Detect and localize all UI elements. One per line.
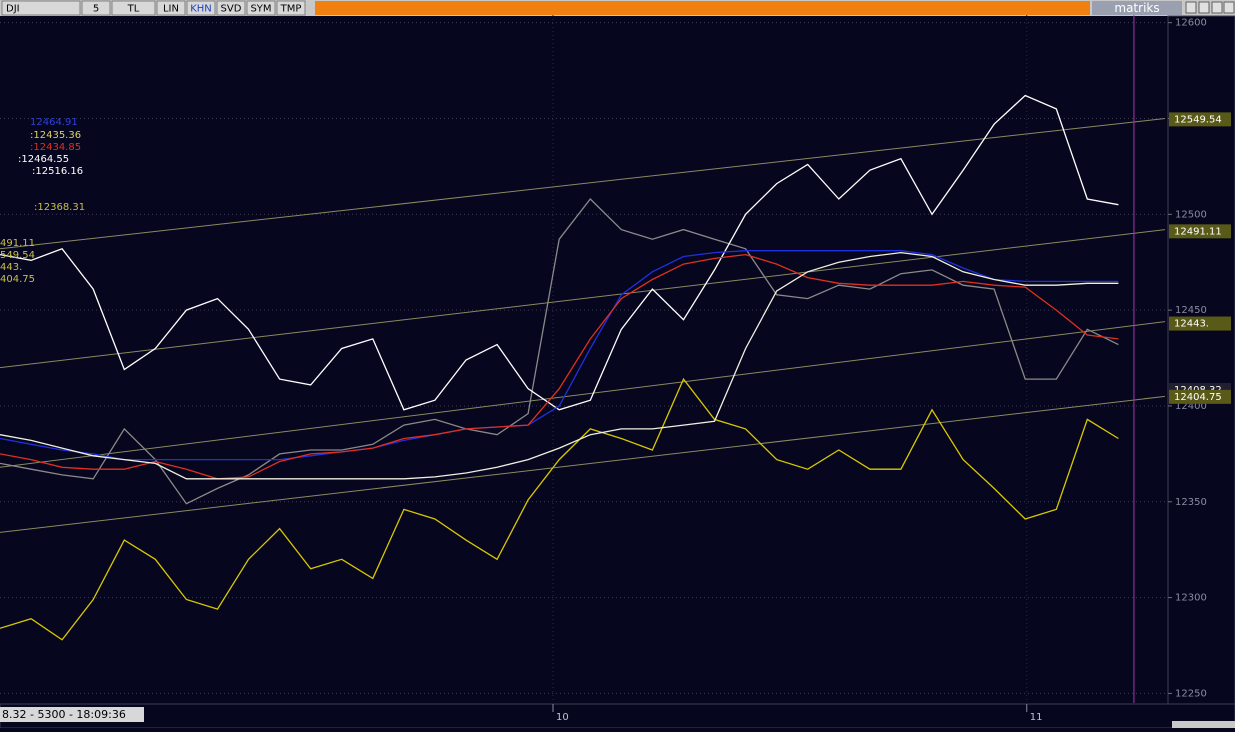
window-button[interactable]: [1185, 1, 1197, 14]
y-tick-label: 12600: [1175, 18, 1207, 29]
price-marker-label: 12404.75: [1174, 392, 1222, 403]
readout: 404.75: [0, 274, 35, 285]
toolbar-button[interactable]: [276, 0, 306, 16]
readout: :12434.85: [30, 142, 81, 153]
price-marker-label: 12491.11: [1174, 226, 1222, 237]
toolbar-button[interactable]: [1, 0, 81, 16]
y-tick-label: 12350: [1175, 497, 1207, 508]
y-axis-panel: [1167, 15, 1235, 705]
y-tick-label: 12250: [1175, 688, 1207, 699]
readout: :12368.31: [34, 202, 85, 213]
scrollbar[interactable]: [1172, 721, 1235, 728]
series-line: [0, 377, 1119, 641]
toolbar-button[interactable]: [81, 0, 111, 16]
window-button[interactable]: [1198, 1, 1210, 14]
brand: matriks: [1114, 1, 1159, 15]
price-marker: [1169, 316, 1231, 331]
toolbar-banner: [315, 1, 1090, 15]
y-tick-label: 12400: [1175, 401, 1207, 412]
readout: :12516.16: [32, 166, 83, 177]
y-tick-label: 12450: [1175, 305, 1207, 316]
toolbar-button-label: SYM: [250, 4, 271, 15]
toolbar-button-label: LIN: [163, 4, 179, 15]
toolbar-button-label: TMP: [280, 4, 302, 15]
price-marker: [1169, 389, 1231, 404]
y-tick-label: 12300: [1175, 593, 1207, 604]
price-marker: [1169, 112, 1231, 127]
series-line: [0, 250, 1119, 461]
channel-line: [0, 395, 1166, 533]
price-marker: [1169, 224, 1231, 239]
toolbar-button-label: KHN: [190, 4, 212, 15]
toolbar-button-label: TL: [127, 4, 140, 15]
window-button[interactable]: [1211, 1, 1223, 14]
toolbar-button-label: SVD: [221, 4, 242, 15]
toolbar-button-label: 5: [93, 4, 99, 15]
series-line: [0, 198, 1119, 505]
price-marker-label: 12549.54: [1174, 114, 1222, 125]
toolbar-button-label: DJI: [6, 4, 20, 15]
status-text: 8.32 - 5300 - 18:09:36: [2, 708, 126, 721]
x-tick-label: 10: [556, 712, 569, 723]
price-marker-label: 12443.: [1174, 319, 1209, 330]
readout: 12464.91: [30, 117, 78, 128]
channel-line: [0, 321, 1166, 468]
toolbar-button[interactable]: [216, 0, 246, 16]
series-line: [0, 251, 1119, 480]
readout: 549.54: [0, 250, 35, 261]
channel-line: [0, 117, 1166, 250]
channel-line: [0, 229, 1166, 369]
readout: 443.: [0, 262, 22, 273]
x-axis-panel: [0, 703, 1235, 729]
series-line: [0, 253, 1119, 480]
readout: 491.11: [0, 238, 35, 249]
status-box: [0, 707, 144, 722]
toolbar-button[interactable]: [186, 0, 216, 16]
x-tick-label: 11: [1030, 712, 1043, 723]
window-button[interactable]: [1223, 1, 1235, 14]
brand-box: [1092, 1, 1182, 15]
toolbar-button[interactable]: [156, 0, 186, 16]
readout: :12464.55: [18, 154, 69, 165]
toolbar-button[interactable]: [246, 0, 276, 16]
readout: :12435.36: [30, 130, 81, 141]
y-tick-label: 12500: [1175, 209, 1207, 220]
toolbar-button[interactable]: [111, 0, 156, 16]
series-line: [0, 94, 1119, 411]
